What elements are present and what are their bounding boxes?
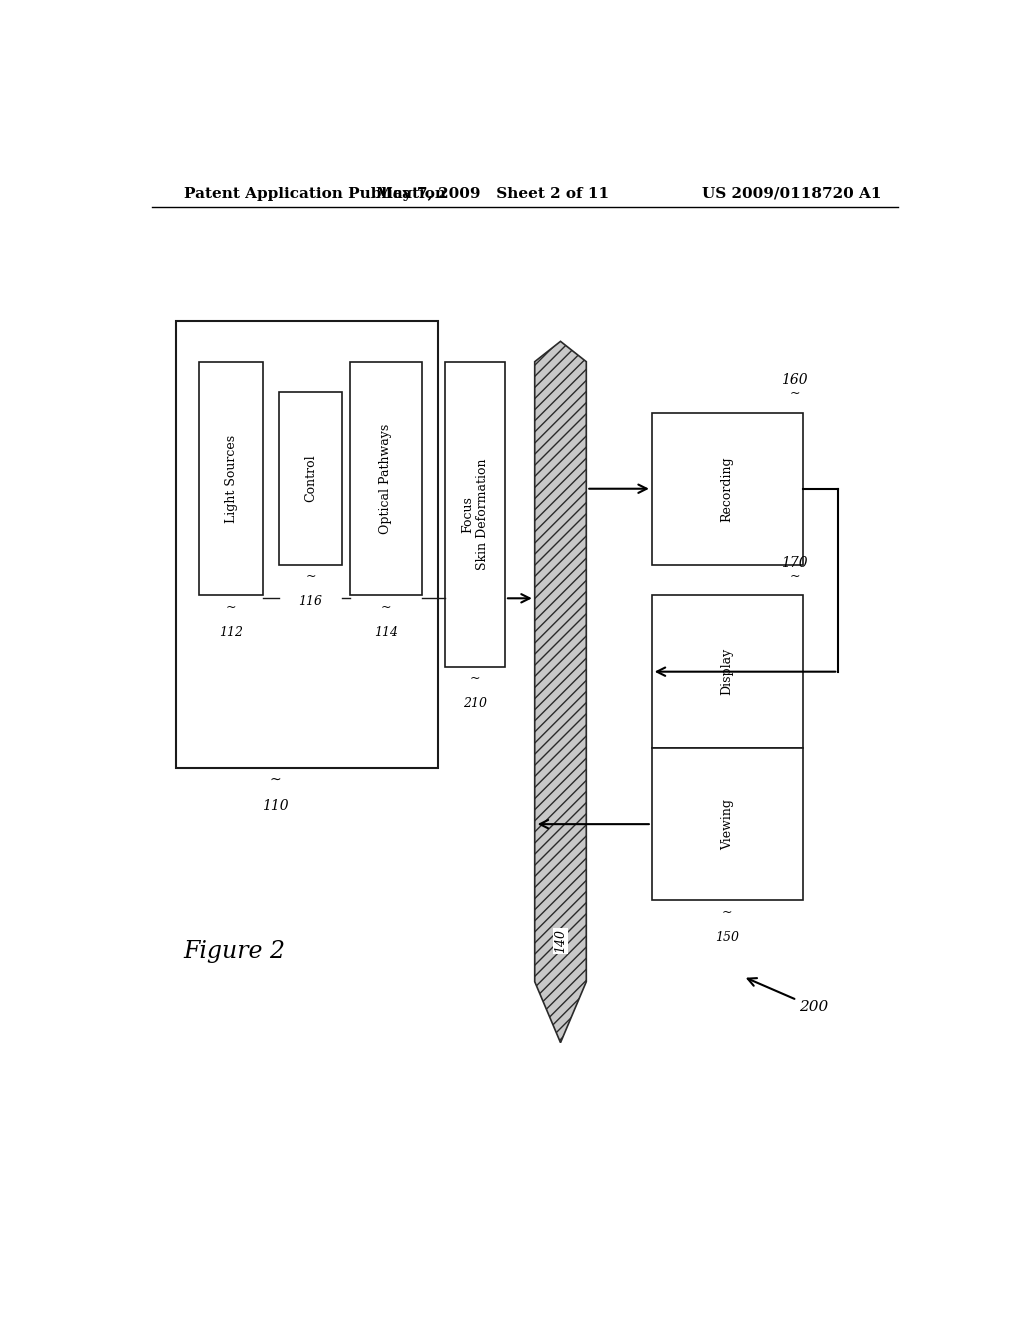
Text: US 2009/0118720 A1: US 2009/0118720 A1	[702, 187, 882, 201]
FancyBboxPatch shape	[176, 321, 437, 768]
Text: 112: 112	[219, 626, 243, 639]
Text: Patent Application Publication: Patent Application Publication	[183, 187, 445, 201]
Text: 150: 150	[715, 931, 739, 944]
FancyBboxPatch shape	[652, 748, 803, 900]
Text: ~: ~	[381, 601, 391, 614]
FancyBboxPatch shape	[445, 362, 505, 667]
Text: ~: ~	[722, 906, 732, 919]
Text: 160: 160	[781, 374, 808, 387]
Text: ~: ~	[305, 570, 315, 583]
Text: May 7, 2009   Sheet 2 of 11: May 7, 2009 Sheet 2 of 11	[377, 187, 609, 201]
Text: ~: ~	[269, 772, 281, 787]
Text: Display: Display	[721, 648, 733, 696]
Text: ~: ~	[470, 672, 480, 685]
Text: 210: 210	[463, 697, 487, 710]
Text: ~: ~	[790, 387, 800, 400]
Text: Figure 2: Figure 2	[183, 940, 286, 962]
Text: Viewing: Viewing	[721, 799, 733, 850]
Text: ~: ~	[226, 601, 237, 614]
Text: 110: 110	[262, 799, 289, 813]
FancyBboxPatch shape	[652, 412, 803, 565]
Text: 116: 116	[299, 595, 323, 609]
FancyBboxPatch shape	[279, 392, 342, 565]
Text: Control: Control	[304, 455, 317, 503]
FancyBboxPatch shape	[200, 362, 263, 595]
Text: Optical Pathways: Optical Pathways	[380, 424, 392, 533]
Text: ~: ~	[790, 570, 800, 583]
Text: 114: 114	[374, 626, 398, 639]
Text: 170: 170	[781, 556, 808, 570]
Polygon shape	[535, 342, 587, 1043]
Text: 140: 140	[554, 929, 567, 953]
Text: Focus
Skin Deformation: Focus Skin Deformation	[461, 458, 489, 570]
FancyBboxPatch shape	[652, 595, 803, 748]
Text: 200: 200	[799, 1001, 827, 1014]
Text: Recording: Recording	[721, 455, 733, 521]
FancyBboxPatch shape	[350, 362, 422, 595]
Text: Light Sources: Light Sources	[224, 434, 238, 523]
